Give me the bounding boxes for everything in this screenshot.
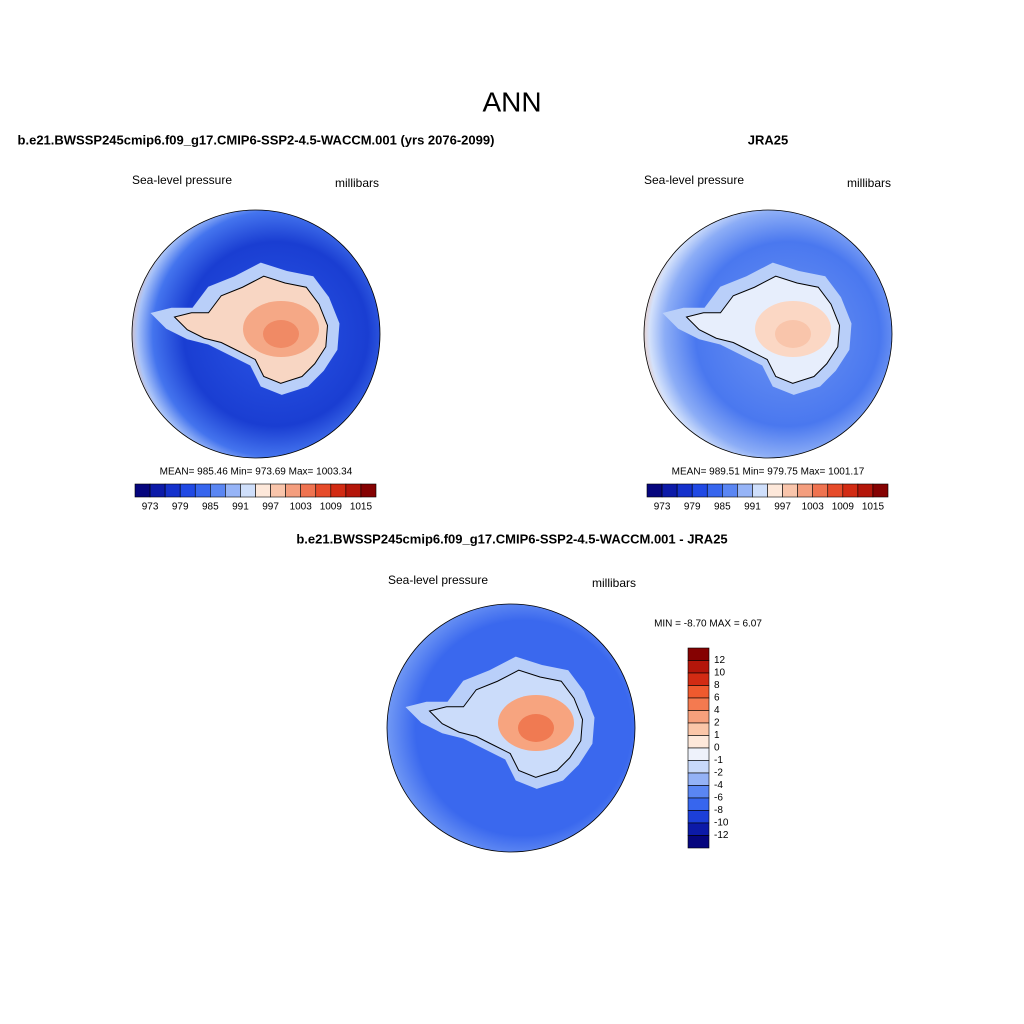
colorbar-box bbox=[687, 722, 710, 736]
colorbar-box bbox=[270, 483, 286, 498]
colorbar-box bbox=[687, 672, 710, 686]
colorbar-label: 979 bbox=[684, 502, 701, 513]
colorbar-box bbox=[687, 810, 710, 824]
units-label: millibars bbox=[847, 176, 891, 190]
colorbar-box bbox=[687, 785, 710, 799]
colorbar-box bbox=[676, 483, 693, 498]
colorbar-box bbox=[752, 483, 768, 498]
colorbar-box bbox=[687, 685, 710, 699]
colorbar-label: -10 bbox=[714, 818, 729, 829]
colorbar-box bbox=[646, 483, 663, 498]
colorbar-box bbox=[782, 483, 798, 498]
colorbar-label: 985 bbox=[714, 502, 731, 513]
colorbar-label: 979 bbox=[172, 502, 189, 513]
colorbar-box bbox=[687, 747, 710, 761]
colorbar-label: 6 bbox=[714, 693, 720, 704]
stats: MEAN= 989.51 Min= 979.75 Max= 1001.17 bbox=[672, 467, 865, 478]
colorbar-box bbox=[300, 483, 317, 498]
colorbar-box bbox=[687, 797, 710, 811]
variable-label: Sea-level pressure bbox=[132, 173, 232, 187]
colorbar-box bbox=[687, 735, 710, 749]
colorbar-box bbox=[687, 660, 710, 674]
colorbar-box bbox=[797, 483, 813, 498]
high-core bbox=[263, 320, 299, 348]
colorbar-label: 997 bbox=[774, 502, 791, 513]
panel-title: JRA25 bbox=[748, 132, 788, 147]
colorbar-label: 10 bbox=[714, 668, 726, 679]
colorbar-label: 973 bbox=[654, 502, 671, 513]
figure-title: ANN bbox=[482, 86, 541, 117]
colorbar-box bbox=[687, 760, 710, 774]
colorbar-box bbox=[345, 483, 362, 498]
colorbar-box bbox=[687, 697, 710, 711]
colorbar-label: 1015 bbox=[350, 502, 373, 513]
panel-title: b.e21.BWSSP245cmip6.f09_g17.CMIP6-SSP2-4… bbox=[18, 132, 495, 147]
colorbar-label: 985 bbox=[202, 502, 219, 513]
colorbar-box bbox=[812, 483, 829, 498]
stats: MEAN= 985.46 Min= 973.69 Max= 1003.34 bbox=[160, 467, 353, 478]
units-label: millibars bbox=[592, 576, 636, 590]
colorbar-label: 4 bbox=[714, 705, 720, 716]
colorbar-box bbox=[722, 483, 738, 498]
colorbar-label: -8 bbox=[714, 805, 723, 816]
colorbar-label: 1003 bbox=[290, 502, 313, 513]
colorbar-label: 8 bbox=[714, 680, 720, 691]
colorbar-label: -1 bbox=[714, 755, 723, 766]
colorbar-box bbox=[687, 772, 710, 786]
high-core bbox=[775, 320, 811, 348]
colorbar-label: -2 bbox=[714, 768, 723, 779]
colorbar-box bbox=[330, 483, 347, 498]
colorbar-box bbox=[767, 483, 783, 498]
colorbar-label: -12 bbox=[714, 830, 729, 841]
colorbar-label: 997 bbox=[262, 502, 279, 513]
colorbar-label: 973 bbox=[142, 502, 159, 513]
colorbar-box bbox=[315, 483, 332, 498]
colorbar-box bbox=[687, 647, 710, 661]
high-core bbox=[518, 714, 554, 742]
panel-title: b.e21.BWSSP245cmip6.f09_g17.CMIP6-SSP2-4… bbox=[296, 531, 727, 546]
colorbar-box bbox=[687, 710, 710, 724]
colorbar-box bbox=[179, 483, 196, 498]
colorbar-label: 991 bbox=[744, 502, 761, 513]
colorbar-box bbox=[210, 483, 226, 498]
colorbar-box bbox=[827, 483, 844, 498]
colorbar-label: 0 bbox=[714, 743, 720, 754]
colorbar-box bbox=[134, 483, 151, 498]
colorbar-box bbox=[737, 483, 753, 498]
colorbar-label: 1 bbox=[714, 730, 720, 741]
colorbar-box bbox=[164, 483, 181, 498]
colorbar-label: 1009 bbox=[320, 502, 343, 513]
colorbar-box bbox=[687, 822, 710, 836]
colorbar-box bbox=[149, 483, 166, 498]
units-label: millibars bbox=[335, 176, 379, 190]
colorbar-box bbox=[194, 483, 211, 498]
colorbar-box bbox=[360, 483, 377, 498]
colorbar-box bbox=[661, 483, 678, 498]
colorbar-box bbox=[225, 483, 241, 498]
variable-label: Sea-level pressure bbox=[644, 173, 744, 187]
colorbar-box bbox=[842, 483, 859, 498]
colorbar-box bbox=[872, 483, 889, 498]
colorbar-label: 2 bbox=[714, 718, 720, 729]
stats: MIN = -8.70 MAX = 6.07 bbox=[654, 619, 762, 630]
colorbar-box bbox=[240, 483, 256, 498]
colorbar-box bbox=[857, 483, 874, 498]
colorbar-label: 1015 bbox=[862, 502, 885, 513]
colorbar-label: 1003 bbox=[802, 502, 825, 513]
colorbar-box bbox=[285, 483, 301, 498]
colorbar-label: 991 bbox=[232, 502, 249, 513]
colorbar-box bbox=[706, 483, 723, 498]
colorbar-label: -4 bbox=[714, 780, 723, 791]
colorbar-box bbox=[691, 483, 708, 498]
colorbar-box bbox=[255, 483, 271, 498]
colorbar-label: -6 bbox=[714, 793, 723, 804]
colorbar-label: 12 bbox=[714, 655, 726, 666]
variable-label: Sea-level pressure bbox=[388, 573, 488, 587]
colorbar-box bbox=[687, 835, 710, 849]
colorbar-label: 1009 bbox=[832, 502, 855, 513]
